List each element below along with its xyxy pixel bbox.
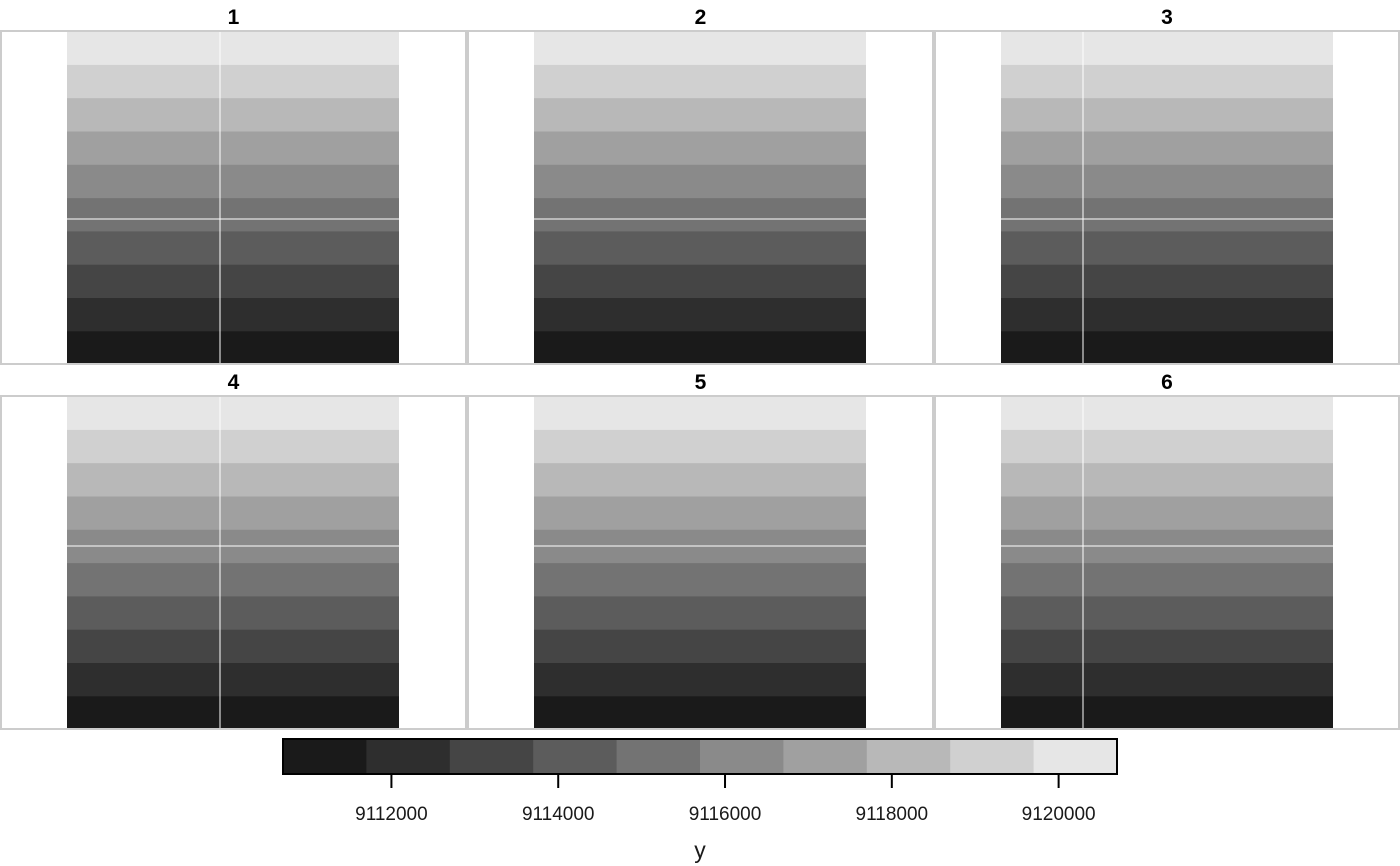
raster-band-1 <box>534 695 866 730</box>
raster-band-6 <box>534 164 866 199</box>
raster-band-8 <box>67 462 399 497</box>
raster-band-5 <box>67 197 399 232</box>
raster-band-10 <box>1001 31 1333 65</box>
colorbar-bin <box>616 739 701 774</box>
facet-panels: 1 2 3 4 5 6 <box>0 6 1400 730</box>
facet-title: 2 <box>695 6 707 29</box>
raster-band-3 <box>67 264 399 298</box>
raster-band-9 <box>67 429 399 464</box>
raster-band-8 <box>67 97 399 132</box>
raster-band-1 <box>67 695 399 730</box>
colorbar-bin <box>950 739 1035 774</box>
colorbar-bin <box>783 739 868 774</box>
facet-panel-5: 5 <box>467 371 934 730</box>
colorbar-bins <box>283 739 1118 774</box>
raster-band-7 <box>534 130 866 165</box>
panel-border <box>934 30 1400 365</box>
raster-band-1 <box>67 330 399 365</box>
raster-band-2 <box>534 662 866 697</box>
raster-band-8 <box>1001 462 1333 497</box>
facet-panel-4: 4 <box>0 371 467 730</box>
raster-band-5 <box>534 562 866 597</box>
facet-title: 3 <box>1161 6 1173 29</box>
raster-band-5 <box>534 197 866 232</box>
raster-band-9 <box>534 429 866 464</box>
panel-border <box>934 395 1400 730</box>
raster-band-4 <box>67 595 399 630</box>
colorbar-tick-label: 9114000 <box>522 804 595 825</box>
facet-title: 5 <box>695 371 707 394</box>
raster-band-8 <box>534 462 866 497</box>
facet-title: 4 <box>228 371 240 394</box>
raster-band-7 <box>67 495 399 530</box>
raster-band-7 <box>1001 130 1333 165</box>
facet-panel-1: 1 <box>0 6 467 365</box>
colorbar-bin <box>449 739 534 774</box>
raster-band-10 <box>1001 396 1333 430</box>
raster-band-10 <box>67 396 399 430</box>
colorbar-bin <box>533 739 618 774</box>
raster-band-2 <box>534 297 866 332</box>
raster-band-7 <box>534 495 866 530</box>
panel-border <box>467 395 934 730</box>
raster-band-1 <box>1001 330 1333 365</box>
raster-band-5 <box>67 562 399 597</box>
raster-band-2 <box>1001 297 1333 332</box>
raster-band-9 <box>67 64 399 99</box>
colorbar-legend: 9112000 9114000 9116000 9118000 9120000 y <box>282 738 1118 863</box>
facet-panel-2: 2 <box>467 6 934 365</box>
colorbar-tick-label: 9112000 <box>355 804 428 825</box>
raster-band-4 <box>1001 595 1333 630</box>
colorbar-tick-label: 9118000 <box>856 804 929 825</box>
panel-border <box>0 30 467 365</box>
colorbar-ticks: 9112000 9114000 9116000 9118000 9120000 <box>355 773 1096 825</box>
raster-band-8 <box>1001 97 1333 132</box>
colorbar-bin <box>283 739 367 774</box>
raster-band-3 <box>534 264 866 298</box>
panel-border <box>467 30 934 365</box>
raster-band-6 <box>67 164 399 199</box>
raster-band-5 <box>1001 562 1333 597</box>
raster-band-3 <box>534 629 866 663</box>
raster-band-2 <box>67 662 399 697</box>
colorbar-frame <box>282 738 1118 775</box>
raster-band-1 <box>1001 695 1333 730</box>
raster-band-8 <box>534 97 866 132</box>
raster-band-6 <box>1001 164 1333 199</box>
legend-title: y <box>694 837 706 863</box>
raster-band-4 <box>534 595 866 630</box>
raster-band-10 <box>534 31 866 65</box>
raster-band-10 <box>534 396 866 430</box>
raster-band-9 <box>534 64 866 99</box>
raster-band-5 <box>1001 197 1333 232</box>
raster-band-1 <box>534 330 866 365</box>
facet-title: 6 <box>1161 371 1173 394</box>
raster-band-4 <box>67 230 399 265</box>
raster-band-9 <box>1001 429 1333 464</box>
colorbar-tick-label: 9116000 <box>689 804 762 825</box>
colorbar-bin <box>700 739 784 774</box>
raster-band-7 <box>1001 495 1333 530</box>
facet-title: 1 <box>228 6 240 29</box>
raster-band-2 <box>1001 662 1333 697</box>
raster-band-3 <box>1001 629 1333 663</box>
raster-band-3 <box>67 629 399 663</box>
colorbar-bin <box>1033 739 1118 774</box>
raster-band-9 <box>1001 64 1333 99</box>
raster-band-2 <box>67 297 399 332</box>
colorbar-tick-label: 9120000 <box>1022 804 1096 825</box>
colorbar-bin <box>866 739 951 774</box>
raster-band-4 <box>534 230 866 265</box>
facet-panel-6: 6 <box>934 371 1400 730</box>
panel-border <box>0 395 467 730</box>
raster-band-3 <box>1001 264 1333 298</box>
facet-panel-3: 3 <box>934 6 1400 365</box>
raster-band-7 <box>67 130 399 165</box>
colorbar-bin <box>366 739 451 774</box>
raster-band-4 <box>1001 230 1333 265</box>
raster-band-10 <box>67 31 399 65</box>
